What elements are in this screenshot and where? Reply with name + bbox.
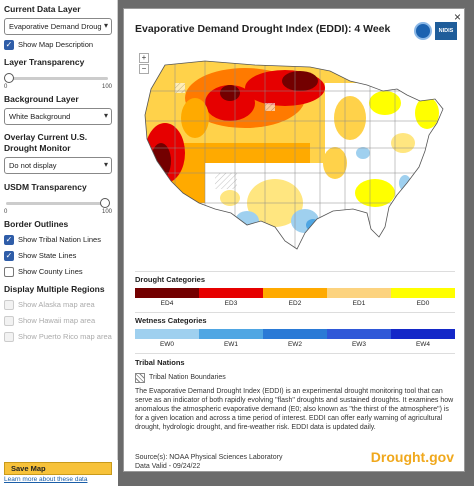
chevron-down-icon: ▾ (103, 160, 108, 169)
slider-track (6, 202, 108, 205)
legend-swatch-ed1 (327, 288, 391, 298)
source-text: Source(s): NOAA Physical Sciences Labora… (135, 454, 283, 461)
us-outline (144, 60, 444, 250)
county-lines-checkbox[interactable]: Show County Lines (4, 265, 114, 278)
display-regions-label: Display Multiple Regions (4, 284, 105, 294)
checkbox-unchecked-icon (4, 266, 14, 277)
alaska-label: Show Alaska map area (18, 300, 95, 309)
range-min: 0 (4, 84, 8, 90)
legend-swatch-ew2 (263, 329, 327, 339)
source-info: Source(s): NOAA Physical Sciences Labora… (135, 453, 282, 471)
checkbox-checked-icon: ✓ (4, 234, 14, 245)
checkbox-checked-icon: ✓ (4, 39, 14, 50)
save-bar: Save Map Learn more about these data (0, 460, 118, 486)
drought-categories-title: Drought Categories (135, 275, 206, 284)
drought-gov-logo: Drought.gov (370, 449, 454, 465)
alaska-checkbox[interactable]: Show Alaska map area (4, 298, 114, 311)
tribal-lines-label: Show Tribal Nation Lines (18, 235, 101, 244)
tribal-nations-title: Tribal Nations (135, 358, 185, 367)
county-lines-label: Show County Lines (18, 267, 83, 276)
current-layer-value: Evaporative Demand Droug (9, 22, 102, 31)
hatch-pattern-icon (135, 373, 145, 383)
zoom-in-button[interactable]: + (139, 53, 149, 63)
hawaii-checkbox[interactable]: Show Hawaii map area (4, 314, 114, 327)
map-description-modal: × Evaporative Demand Drought Index (EDDI… (123, 8, 465, 472)
divider (135, 353, 455, 354)
legend-label: ED3 (224, 300, 238, 307)
divider (135, 271, 455, 272)
slider-track (6, 77, 108, 80)
state-lines-checkbox[interactable]: ✓ Show State Lines (4, 249, 114, 262)
nidis-logo: NIDIS (435, 22, 457, 40)
slider-thumb[interactable] (4, 73, 14, 83)
data-valid-text: Data Valid - 09/24/22 (135, 463, 201, 470)
zoom-out-button[interactable]: − (139, 64, 149, 74)
current-layer-label: Current Data Layer (4, 4, 81, 14)
save-map-button[interactable]: Save Map (4, 462, 112, 475)
drought-legend-labels: ED4 ED3 ED2 ED1 ED0 (135, 300, 455, 307)
checkbox-disabled-icon (4, 299, 14, 310)
wetness-categories-title: Wetness Categories (135, 316, 207, 325)
divider (135, 312, 455, 313)
eddi-map[interactable]: + − (135, 43, 455, 268)
legend-label: ED1 (352, 300, 366, 307)
legend-label: EW2 (287, 341, 303, 348)
wetness-legend-labels: EW0 EW1 EW2 EW3 EW4 (135, 341, 455, 348)
puerto-rico-label: Show Puerto Rico map area (18, 332, 112, 341)
overlay-value: Do not display (9, 161, 57, 170)
legend-swatch-ed0 (391, 288, 455, 298)
overlay-select[interactable]: Do not display ▾ (4, 157, 112, 174)
control-panel: Current Data Layer Evaporative Demand Dr… (0, 0, 118, 486)
map-graphic (144, 60, 444, 250)
control-panel-scroll[interactable]: Current Data Layer Evaporative Demand Dr… (0, 0, 118, 458)
slider-thumb[interactable] (100, 198, 110, 208)
modal-title: Evaporative Demand Drought Index (EDDI):… (135, 23, 391, 35)
wetness-legend-bar (135, 329, 455, 339)
drought-legend-bar (135, 288, 455, 298)
overlay-label: Overlay Current U.S. Drought Monitor (4, 132, 88, 153)
legend-label: EW1 (223, 341, 239, 348)
checkbox-disabled-icon (4, 331, 14, 342)
range-max: 100 (101, 84, 112, 90)
legend-label: EW0 (159, 341, 175, 348)
current-layer-select[interactable]: Evaporative Demand Droug ▾ (4, 18, 112, 35)
legend-label: EW4 (415, 341, 431, 348)
range-min: 0 (4, 209, 8, 215)
usdm-transparency-label: USDM Transparency (4, 182, 87, 192)
tribal-lines-checkbox[interactable]: ✓ Show Tribal Nation Lines (4, 233, 114, 246)
border-outlines-label: Border Outlines (4, 219, 69, 229)
legend-label: EW3 (351, 341, 367, 348)
layer-transparency-label: Layer Transparency (4, 57, 85, 67)
legend-swatch-ed3 (199, 288, 263, 298)
legend-swatch-ew1 (199, 329, 263, 339)
show-map-description-label: Show Map Description (18, 40, 94, 49)
background-layer-value: White Background (9, 112, 71, 121)
background-layer-select[interactable]: White Background ▾ (4, 108, 112, 125)
learn-more-link[interactable]: Learn more about these data (4, 476, 88, 483)
chevron-down-icon: ▾ (103, 21, 108, 30)
legend-label: ED4 (160, 300, 174, 307)
state-lines-label: Show State Lines (18, 251, 77, 260)
close-button[interactable]: × (453, 10, 461, 24)
puerto-rico-checkbox[interactable]: Show Puerto Rico map area (4, 330, 114, 343)
layer-transparency-slider[interactable] (4, 73, 110, 83)
checkbox-checked-icon: ✓ (4, 250, 14, 261)
tribal-boundaries-label: Tribal Nation Boundaries (149, 374, 226, 381)
show-map-description-checkbox[interactable]: ✓ Show Map Description (4, 38, 114, 51)
hawaii-label: Show Hawaii map area (18, 316, 96, 325)
background-layer-label: Background Layer (4, 94, 79, 104)
noaa-logo (414, 22, 432, 40)
legend-swatch-ew4 (391, 329, 455, 339)
legend-label: ED0 (416, 300, 430, 307)
legend-swatch-ed2 (263, 288, 327, 298)
legend-swatch-ed4 (135, 288, 199, 298)
usdm-transparency-slider[interactable] (4, 198, 110, 208)
map-description: The Evaporative Demand Drought Index (ED… (135, 388, 454, 431)
legend-swatch-ew0 (135, 329, 199, 339)
checkbox-disabled-icon (4, 315, 14, 326)
legend-swatch-ew3 (327, 329, 391, 339)
range-max: 100 (101, 209, 112, 215)
chevron-down-icon: ▾ (103, 111, 108, 120)
legend-label: ED2 (288, 300, 302, 307)
